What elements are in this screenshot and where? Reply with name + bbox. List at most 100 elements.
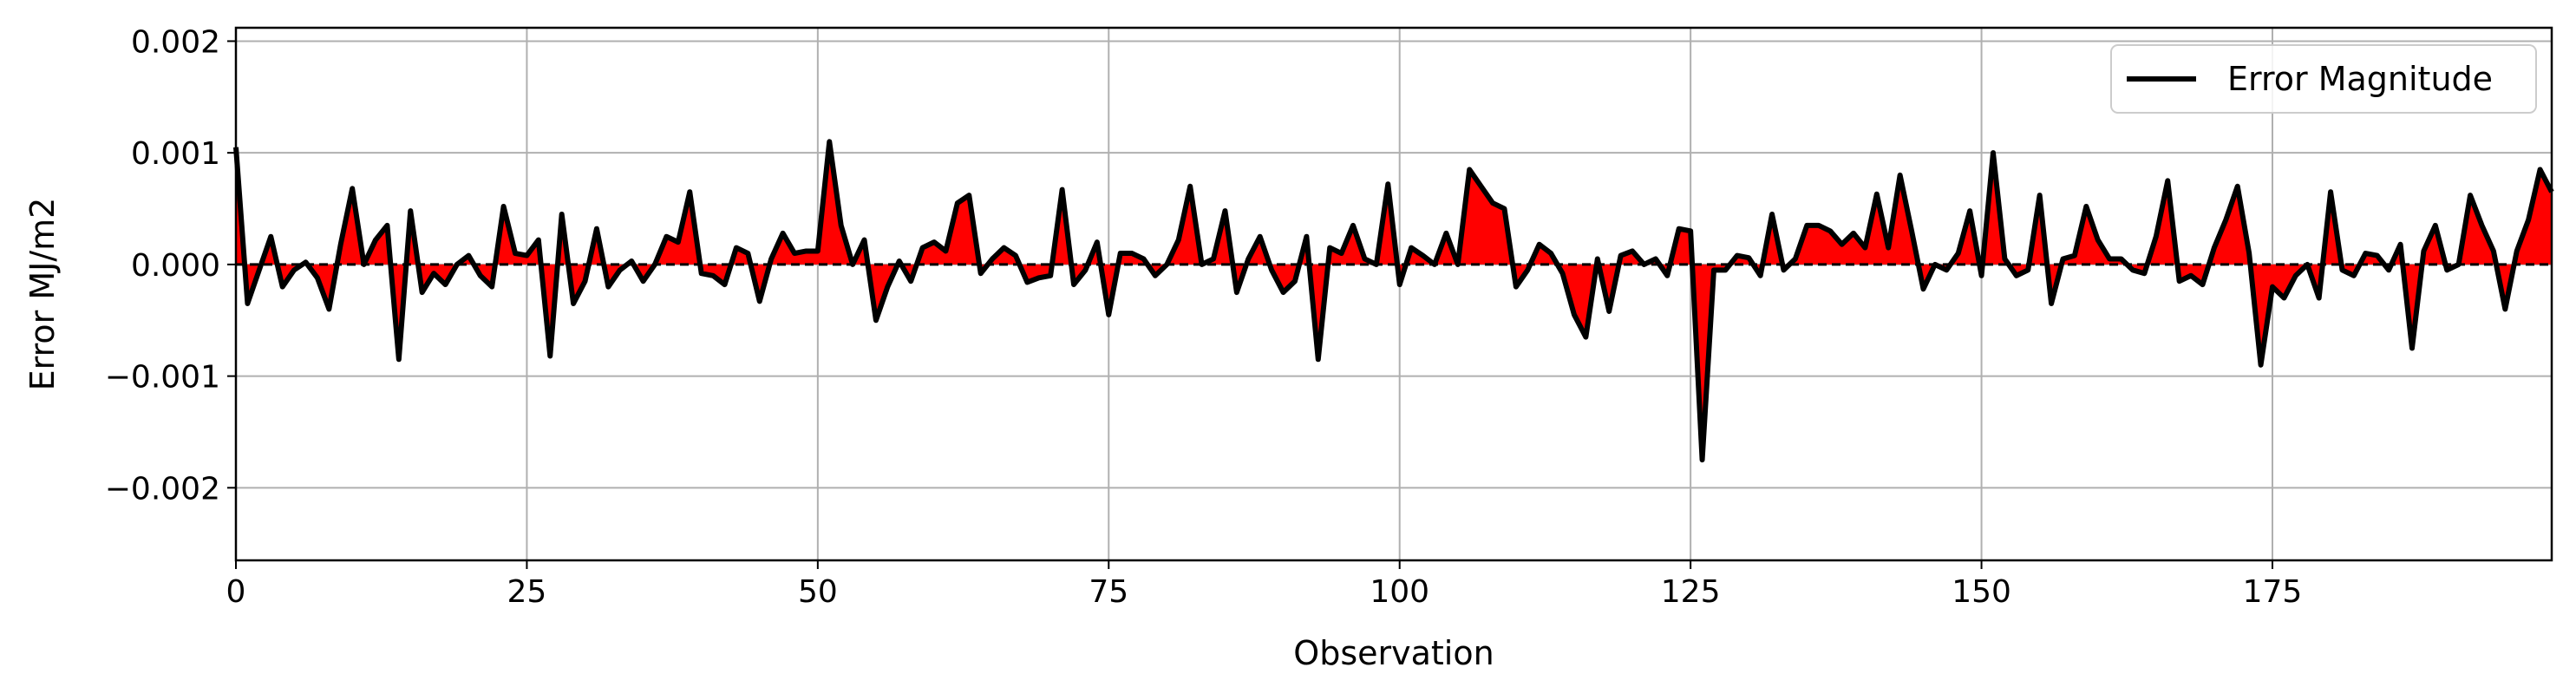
data-point [945, 250, 946, 252]
data-point [886, 286, 888, 288]
data-point [467, 255, 469, 257]
data-point [2260, 364, 2262, 366]
legend-label-error-magnitude: Error Magnitude [2227, 60, 2493, 98]
data-point [1887, 247, 1889, 249]
data-point [340, 244, 342, 245]
data-point [293, 269, 295, 271]
data-point [351, 187, 353, 189]
data-point [2516, 250, 2518, 252]
y-tick-label: −0.001 [105, 360, 220, 396]
data-point [1224, 210, 1226, 212]
data-point [933, 241, 935, 243]
data-point [2016, 275, 2017, 277]
data-point [805, 250, 807, 252]
data-point [2004, 258, 2005, 259]
data-point [2400, 244, 2402, 245]
data-point [246, 303, 248, 304]
series-line-error-magnitude [233, 139, 2554, 463]
data-point [712, 275, 714, 277]
data-point [526, 255, 527, 257]
data-point [828, 141, 830, 142]
data-point [1131, 252, 1133, 254]
data-point [759, 300, 761, 302]
data-point [1934, 264, 1936, 265]
data-point [1690, 230, 1691, 232]
data-point [1422, 255, 1424, 257]
data-point [2039, 194, 2041, 196]
data-point [1084, 269, 1086, 271]
data-point [1049, 275, 1051, 277]
data-point [2132, 269, 2134, 271]
data-point [770, 258, 772, 259]
data-point [2143, 272, 2145, 274]
data-point [631, 260, 632, 262]
data-point [2109, 258, 2110, 259]
data-point [1550, 252, 1552, 254]
data-point [1201, 264, 1203, 265]
data-point [1597, 258, 1599, 259]
data-point [305, 261, 306, 263]
data-point [398, 358, 400, 360]
data-point [549, 355, 551, 357]
data-point [1829, 230, 1831, 232]
data-point [1818, 225, 1820, 226]
data-point [2213, 247, 2215, 249]
data-point [2469, 194, 2471, 196]
data-point [1457, 264, 1459, 265]
y-tick-label: 0.001 [131, 136, 220, 172]
data-point [1492, 202, 1494, 204]
x-tick-label: 25 [507, 574, 547, 610]
data-point [514, 252, 516, 254]
data-point [677, 241, 679, 243]
data-point [2481, 225, 2482, 226]
y-axis-ticks: −0.002 −0.001 0.000 0.001 0.002 [105, 24, 236, 507]
x-axis-label: Observation [1293, 634, 1494, 672]
data-point [561, 213, 563, 215]
legend-box [2110, 44, 2537, 114]
data-point [2353, 275, 2355, 277]
data-point [1434, 264, 1435, 265]
data-point [1702, 459, 1703, 461]
data-point [922, 247, 924, 249]
y-axis-label: Error MJ/m2 [23, 198, 62, 391]
data-point [607, 286, 609, 288]
data-point [1992, 152, 1994, 154]
data-point [1503, 208, 1505, 210]
data-point [2050, 303, 2052, 304]
data-point [2527, 219, 2529, 220]
y-tick-label: 0.002 [131, 24, 220, 60]
data-point [2121, 258, 2122, 259]
data-point [1352, 225, 1354, 226]
x-tick-label: 150 [1952, 574, 2011, 610]
data-point [1562, 272, 1564, 274]
data-point [538, 239, 539, 241]
data-point [1259, 236, 1261, 238]
data-point [2493, 250, 2494, 252]
data-point [409, 210, 411, 212]
data-point [1655, 258, 1657, 259]
data-point [665, 236, 667, 238]
x-tick-label: 50 [798, 574, 838, 610]
data-point [1969, 210, 1971, 212]
data-point [794, 252, 795, 254]
data-point [1305, 236, 1307, 238]
data-point [1539, 244, 1540, 245]
data-point [654, 264, 656, 265]
data-point [980, 272, 982, 274]
data-point [957, 202, 958, 204]
data-point [480, 275, 481, 277]
data-point [1841, 244, 1843, 245]
data-point [2306, 264, 2308, 265]
data-point [817, 250, 819, 252]
data-point [1945, 269, 1947, 271]
data-point [1108, 314, 1109, 316]
data-point [2295, 275, 2297, 277]
data-point [2074, 255, 2076, 257]
data-point [701, 272, 703, 274]
data-point [1922, 288, 1924, 290]
y-tick-label: 0.000 [131, 248, 220, 284]
data-point [747, 252, 749, 254]
data-point [1363, 258, 1365, 259]
data-point [1573, 314, 1575, 316]
